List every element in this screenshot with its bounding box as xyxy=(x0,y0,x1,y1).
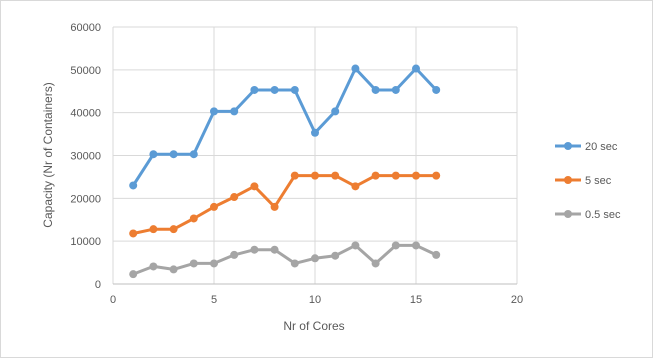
x-tick-label: 5 xyxy=(211,294,217,306)
data-point xyxy=(169,265,178,274)
data-point xyxy=(129,181,138,190)
data-point xyxy=(371,85,380,94)
x-axis-title: Nr of Cores xyxy=(283,319,344,333)
data-point xyxy=(290,259,299,268)
y-axis: 0 10000 20000 30000 40000 50000 60000 xyxy=(70,22,101,291)
data-point xyxy=(351,241,360,250)
legend-marker-0 xyxy=(564,142,572,150)
data-point xyxy=(129,229,138,238)
data-point xyxy=(311,128,319,137)
data-point xyxy=(371,259,380,268)
x-tick-label: 20 xyxy=(511,294,523,306)
data-point xyxy=(391,171,400,180)
data-point xyxy=(371,171,380,180)
y-tick-label: 10000 xyxy=(70,236,101,248)
legend-label: 0.5 sec xyxy=(585,209,621,221)
y-axis-title: Capacity (Nr of Containers) xyxy=(41,82,55,227)
data-point xyxy=(432,250,441,259)
data-point xyxy=(391,85,400,94)
data-point xyxy=(189,150,198,159)
data-point xyxy=(432,85,441,94)
data-point xyxy=(290,171,299,180)
series-line-0 xyxy=(131,67,438,187)
data-point xyxy=(331,171,340,180)
data-point xyxy=(169,150,178,159)
data-point xyxy=(230,193,239,202)
data-point xyxy=(189,259,198,268)
y-tick-label: 20000 xyxy=(70,193,101,205)
data-point xyxy=(189,214,198,223)
x-axis: 0 5 10 15 20 xyxy=(110,283,523,306)
legend-marker-2 xyxy=(564,210,572,218)
y-tick-label: 30000 xyxy=(70,151,101,163)
data-point xyxy=(210,107,218,116)
data-point xyxy=(432,171,441,180)
data-point xyxy=(331,251,340,260)
data-point xyxy=(290,85,299,94)
data-point xyxy=(230,107,239,116)
x-tick-label: 15 xyxy=(410,294,422,306)
data-point xyxy=(311,171,319,180)
x-tick-label: 0 xyxy=(110,294,116,306)
series-line-2 xyxy=(132,243,437,276)
data-point xyxy=(412,241,420,250)
data-point xyxy=(129,270,138,279)
series-group xyxy=(129,64,441,279)
y-tick-label: 60000 xyxy=(70,22,101,34)
data-point xyxy=(391,241,400,250)
x-tick-label: 10 xyxy=(309,294,321,306)
data-point xyxy=(210,259,218,268)
y-tick-label: 0 xyxy=(95,279,101,291)
data-point xyxy=(250,85,259,94)
data-point xyxy=(412,171,420,180)
data-point xyxy=(311,254,319,263)
data-point xyxy=(270,85,279,94)
y-tick-label: 40000 xyxy=(70,108,101,120)
legend-marker-1 xyxy=(564,176,572,184)
data-point xyxy=(230,250,239,259)
data-point xyxy=(250,245,259,254)
legend: 20 sec 5 sec 0.5 sec xyxy=(555,141,621,221)
data-point xyxy=(169,225,178,234)
legend-label: 20 sec xyxy=(585,141,618,153)
data-point xyxy=(270,245,279,254)
data-point xyxy=(149,150,158,159)
data-point xyxy=(210,202,218,211)
data-point xyxy=(351,182,360,191)
data-point xyxy=(149,262,158,271)
series-line-1 xyxy=(132,174,437,235)
data-point xyxy=(250,182,259,191)
data-point xyxy=(149,225,158,234)
legend-label: 5 sec xyxy=(585,175,612,187)
data-point xyxy=(331,107,340,116)
data-point xyxy=(270,202,279,211)
data-point xyxy=(351,64,360,73)
data-point xyxy=(412,64,420,73)
y-tick-label: 50000 xyxy=(70,65,101,77)
